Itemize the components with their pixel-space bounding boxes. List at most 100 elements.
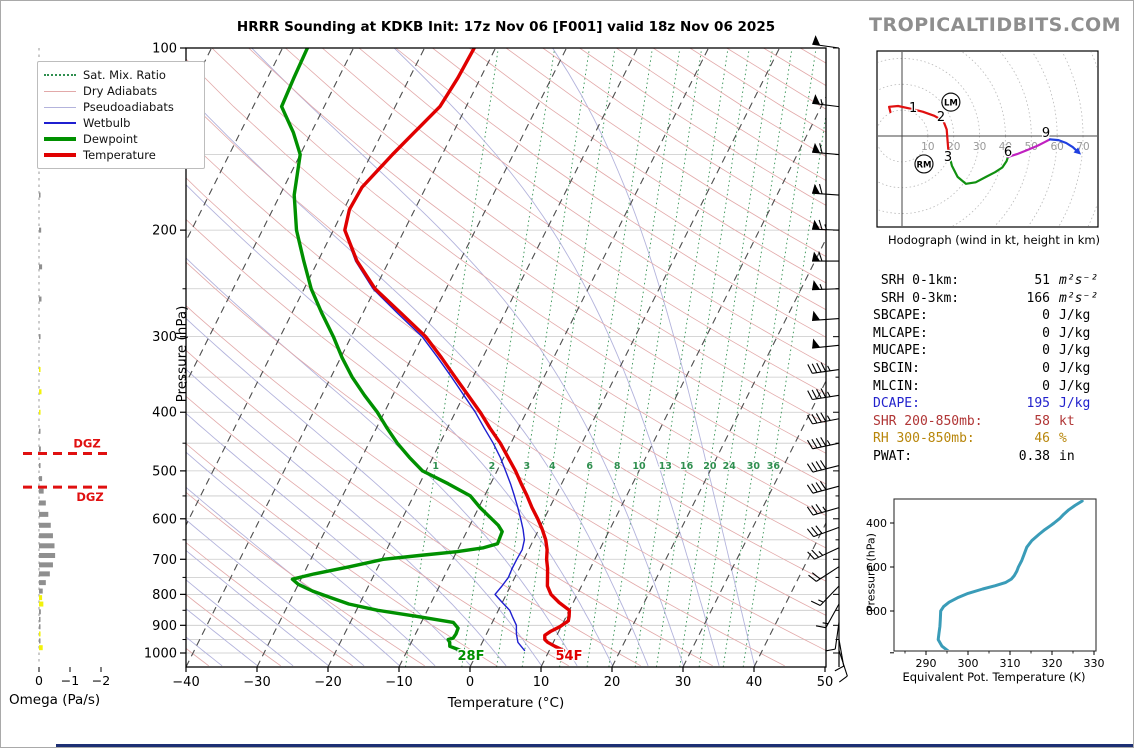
skewt-background <box>186 48 826 667</box>
omega-bar <box>39 500 46 506</box>
index-label: DCAPE: <box>873 396 920 412</box>
svg-text:320: 320 <box>1042 657 1063 670</box>
wind-barb <box>807 412 840 425</box>
omega-bar <box>39 562 53 568</box>
legend-line-sample <box>44 153 76 157</box>
index-value: 195 <box>1026 396 1050 412</box>
svg-text:310: 310 <box>1000 657 1021 670</box>
svg-text:40: 40 <box>999 141 1012 153</box>
wind-barb <box>812 310 840 321</box>
wind-barb <box>806 503 840 516</box>
svg-text:600: 600 <box>152 512 177 527</box>
wind-barb <box>807 547 840 560</box>
svg-text:DGZ: DGZ <box>73 436 100 450</box>
svg-text:30: 30 <box>747 461 761 472</box>
svg-text:60: 60 <box>1050 141 1063 153</box>
omega-bar <box>39 543 55 549</box>
sounding-curves <box>279 48 572 653</box>
omega-panel: 0 −1 −2 <box>35 48 110 688</box>
index-unit: % <box>1059 431 1067 447</box>
omega-bar <box>39 601 44 607</box>
wind-barb <box>838 650 848 683</box>
svg-text:300: 300 <box>152 330 177 345</box>
svg-text:200: 200 <box>152 224 177 239</box>
omega-bar <box>39 511 49 517</box>
omega-bar <box>39 595 43 601</box>
svg-text:3: 3 <box>944 150 952 165</box>
legend-item-wetbulb: Wetbulb <box>44 115 198 131</box>
svg-text:500: 500 <box>152 464 177 479</box>
legend-item-label: Sat. Mix. Ratio <box>83 68 166 82</box>
svg-text:54F: 54F <box>556 649 583 664</box>
wind-barb <box>825 622 840 652</box>
svg-text:28F: 28F <box>458 649 485 664</box>
index-unit: m²s⁻² <box>1059 290 1099 306</box>
storm-motion-marker-rm: RM <box>914 154 934 174</box>
hodograph-segment-9-12km <box>1048 138 1079 153</box>
svg-text:4: 4 <box>549 461 556 472</box>
index-unit: J/kg <box>1059 378 1091 394</box>
svg-text:8: 8 <box>614 461 621 472</box>
mixing-ratio-lines <box>405 48 826 667</box>
omega-bar <box>39 334 41 340</box>
dgz-markers: DGZ DGZ <box>23 436 113 504</box>
svg-text:2: 2 <box>489 461 496 472</box>
svg-text:900: 900 <box>152 619 177 634</box>
legend-line-sample <box>44 137 76 141</box>
svg-text:10: 10 <box>921 141 934 153</box>
svg-text:800: 800 <box>152 588 177 603</box>
svg-text:10: 10 <box>632 461 646 472</box>
wind-barb <box>807 362 840 374</box>
wind-barb-column <box>806 35 848 683</box>
svg-text:300: 300 <box>958 657 979 670</box>
index-value: 0 <box>1042 378 1050 394</box>
wind-barb <box>812 183 840 196</box>
index-label: SHR 200-850mb: <box>873 413 983 429</box>
index-value: 0.38 <box>1018 448 1050 464</box>
svg-text:−30: −30 <box>243 675 270 690</box>
svg-text:1000: 1000 <box>144 647 177 662</box>
omega-bar <box>39 227 42 233</box>
wind-barb <box>811 280 840 291</box>
mixing-ratio-labels: 1 2 3 4 6 8 10 13 16 20 24 30 36 <box>431 460 782 474</box>
index-value: 0 <box>1042 325 1050 341</box>
index-row-pwat-: PWAT: 0.38 in <box>873 448 1125 466</box>
index-value: 0 <box>1042 343 1050 359</box>
svg-text:6: 6 <box>1004 145 1012 160</box>
index-label: MLCIN: <box>873 378 920 394</box>
tropicaltidbits-watermark: TROPICALTIDBITS.COM <box>869 14 1122 36</box>
svg-text:1: 1 <box>432 461 439 472</box>
svg-text:6: 6 <box>586 461 593 472</box>
bottom-accent-bar <box>56 744 1133 747</box>
index-label: RH 300-850mb: <box>873 431 975 447</box>
pressure-gridlines <box>186 154 826 654</box>
index-row-srh-0-3km-: SRH 0-3km: 166 m²s⁻² <box>873 290 1125 308</box>
page-title: HRRR Sounding at KDKB Init: 17z Nov 06 [… <box>236 19 776 35</box>
legend-item-dry-adiabats: Dry Adiabats <box>44 83 198 99</box>
svg-text:10: 10 <box>533 675 550 690</box>
omega-bar <box>39 553 56 559</box>
wetbulb-curve <box>343 229 526 652</box>
hodograph-segment-3-6km <box>947 151 1010 185</box>
svg-text:400: 400 <box>152 406 177 421</box>
omega-bar <box>39 488 44 494</box>
omega-bar <box>39 192 41 198</box>
svg-text:0: 0 <box>35 673 43 688</box>
svg-text:2: 2 <box>937 110 945 125</box>
svg-text:20: 20 <box>604 675 621 690</box>
legend-item-label: Wetbulb <box>83 116 131 130</box>
index-row-mlcin-: MLCIN: 0 J/kg <box>873 378 1125 396</box>
wind-barb <box>815 603 840 629</box>
svg-text:70: 70 <box>1076 141 1089 153</box>
omega-bar <box>39 631 41 637</box>
isotherm-lines <box>186 48 826 667</box>
hodograph-segment-0-3km <box>887 104 950 154</box>
hodograph-segment-6-9km <box>1006 138 1052 158</box>
theta-e-y-axis-label: Pressure (hPa) <box>864 533 878 612</box>
index-row-rh-300-850mb-: RH 300-850mb: 46% <box>873 430 1125 448</box>
svg-text:0: 0 <box>466 675 474 690</box>
legend-item-dewpoint: Dewpoint <box>44 131 198 147</box>
svg-text:40: 40 <box>746 675 763 690</box>
legend-line-sample <box>44 74 76 76</box>
